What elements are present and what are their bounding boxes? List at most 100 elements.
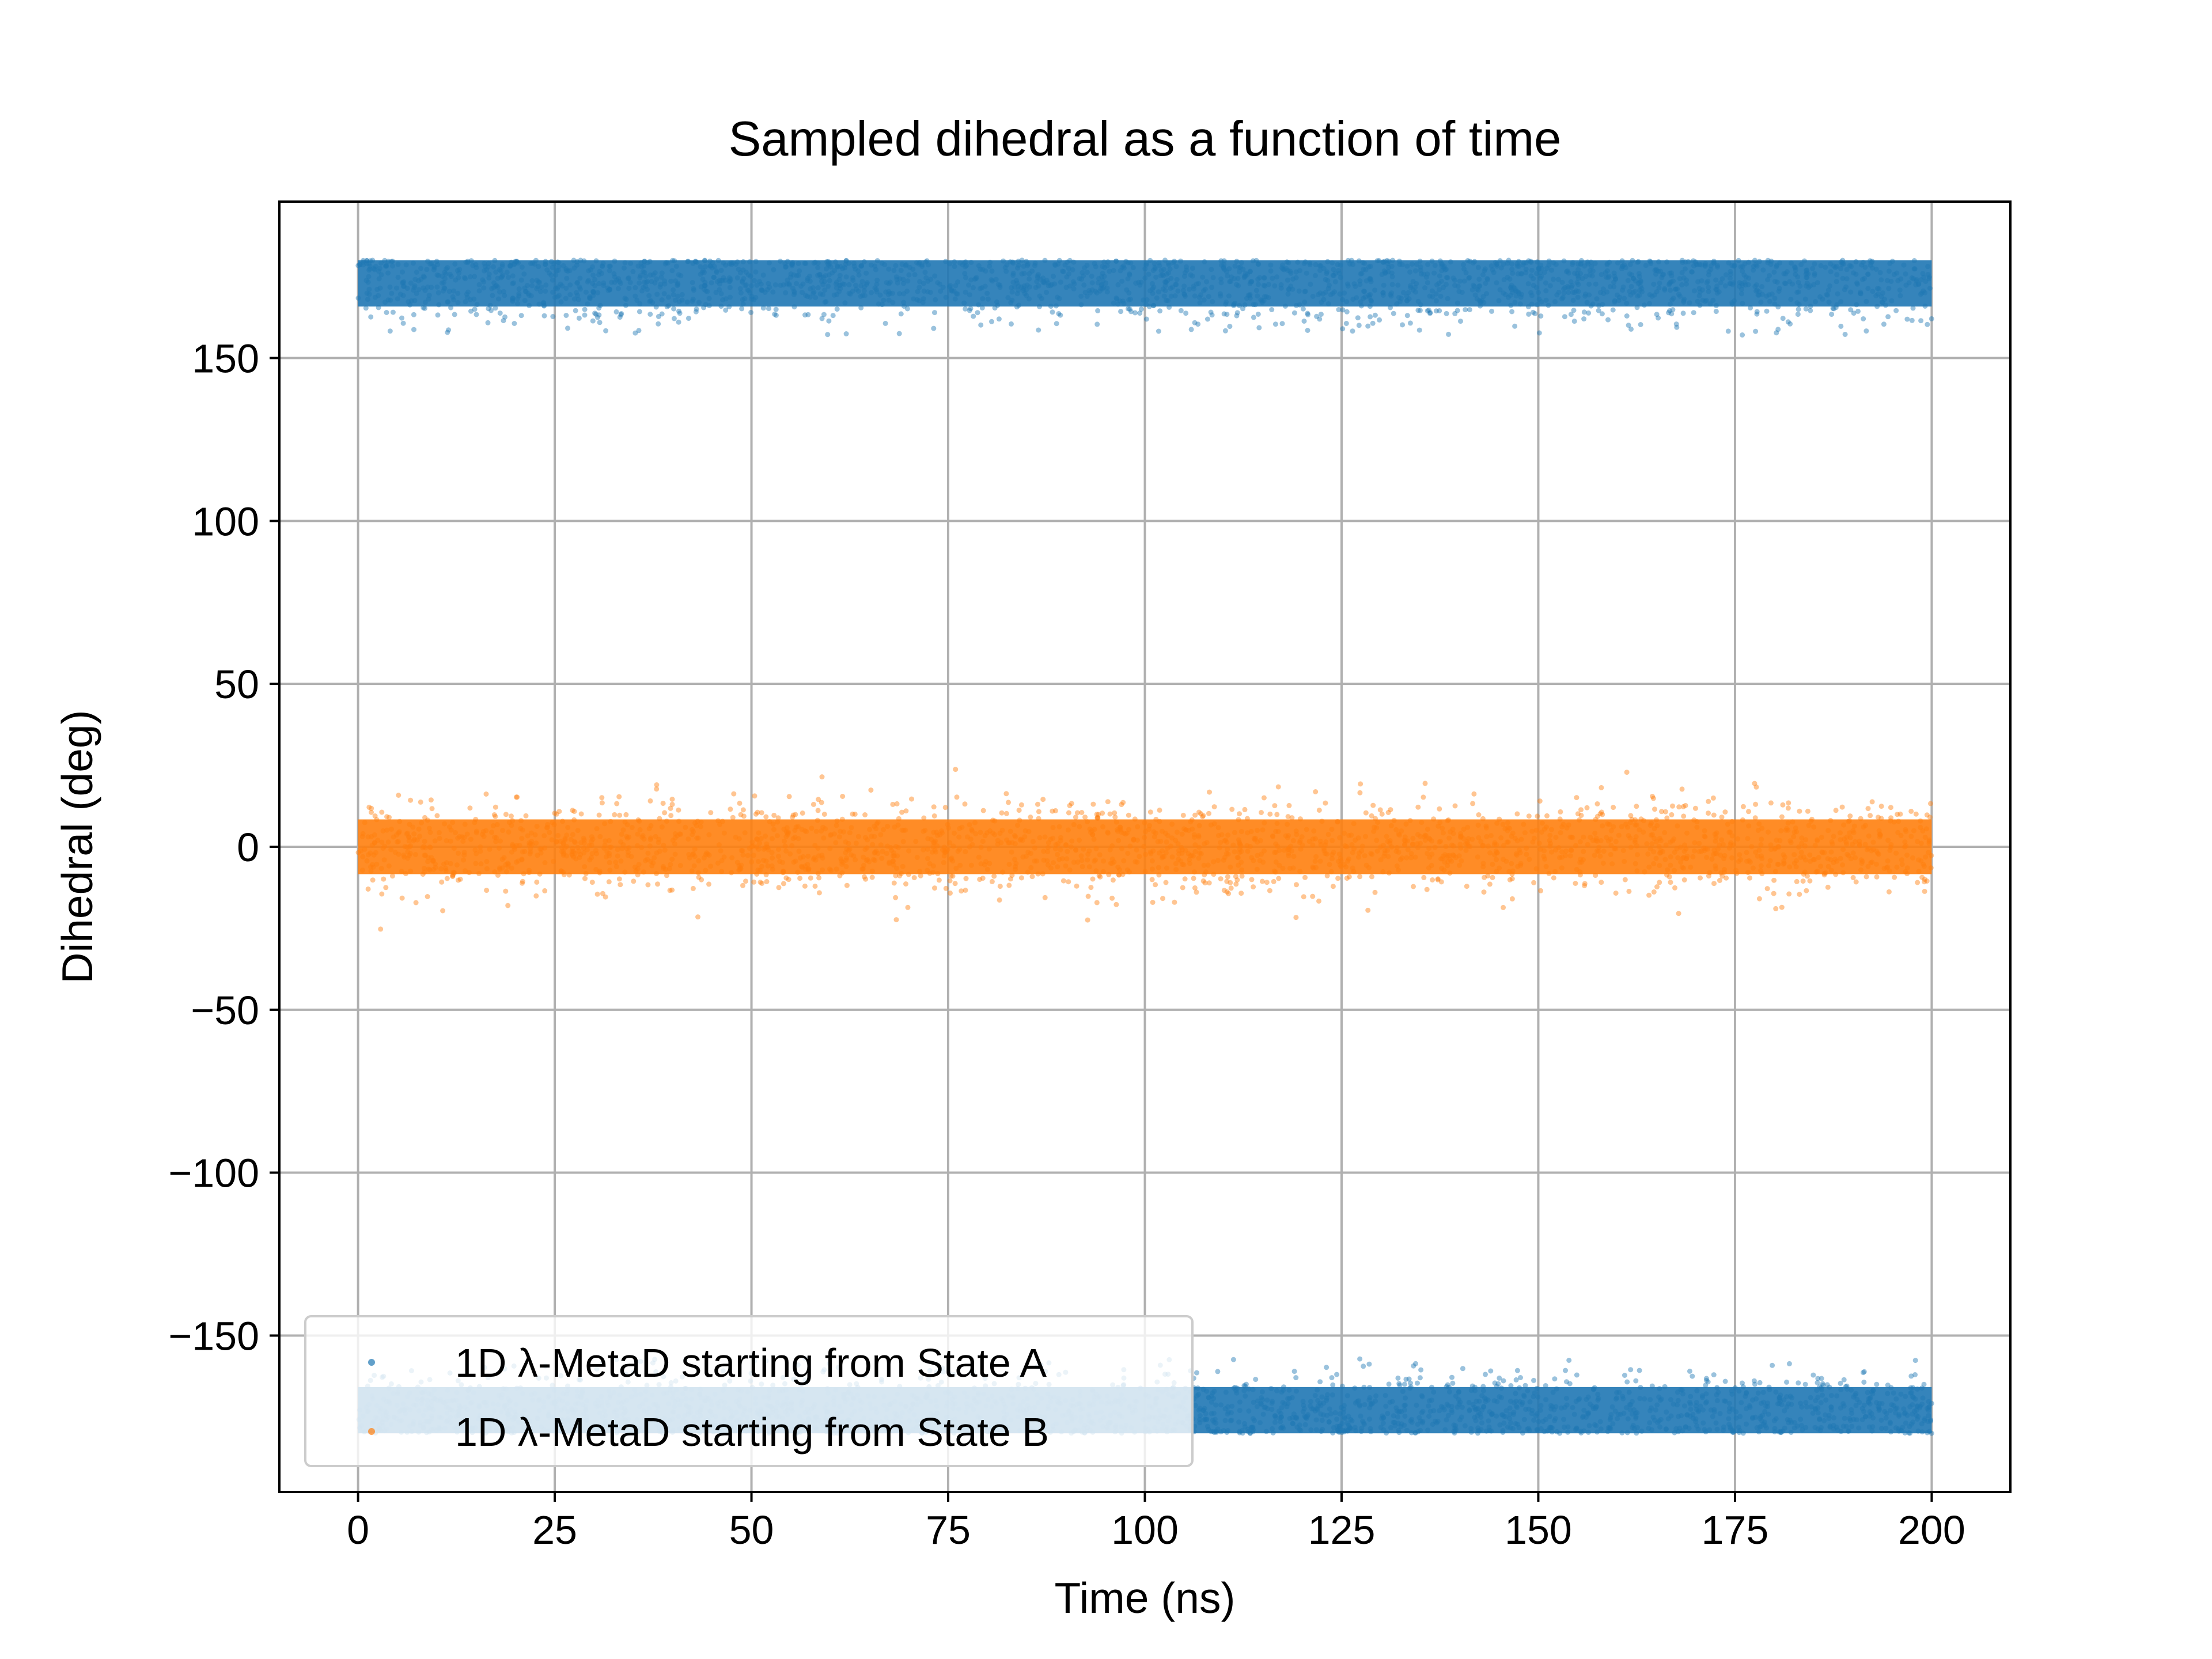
scatter-point: [1647, 1408, 1653, 1414]
scatter-point: [1534, 1427, 1540, 1433]
scatter-point: [1678, 1387, 1684, 1392]
scatter-point: [1438, 293, 1444, 299]
scatter-point: [1726, 1422, 1732, 1427]
scatter-point: [1365, 323, 1371, 329]
scatter-point: [1166, 304, 1172, 310]
scatter-point: [1366, 1397, 1372, 1403]
scatter-point: [1481, 1404, 1487, 1410]
scatter-point: [1293, 302, 1299, 308]
scatter-point: [1301, 1403, 1306, 1408]
scatter-point: [1302, 289, 1308, 294]
scatter-point: [1658, 1396, 1664, 1402]
scatter-point: [628, 260, 634, 266]
scatter-point: [1647, 259, 1653, 265]
scatter-point: [740, 301, 746, 307]
scatter-point: [1317, 316, 1323, 322]
scatter-point: [1895, 830, 1901, 835]
scatter-point: [541, 313, 547, 319]
scatter-point: [1679, 282, 1685, 287]
scatter-point: [1759, 1400, 1764, 1406]
scatter-point: [1795, 274, 1801, 280]
scatter-point: [1319, 1429, 1324, 1434]
scatter-point: [1197, 300, 1203, 305]
scatter-point: [727, 261, 733, 267]
scatter-point: [1847, 1416, 1853, 1421]
scatter-point: [400, 280, 406, 286]
scatter-point: [1767, 273, 1772, 278]
scatter-point: [1320, 291, 1326, 297]
scatter-point: [1870, 1388, 1876, 1393]
scatter-point: [1810, 1410, 1816, 1416]
scatter-point: [1880, 290, 1885, 296]
scatter-point: [1728, 1426, 1733, 1432]
scatter-point: [1350, 262, 1355, 267]
scatter-point: [534, 879, 540, 885]
scatter-point: [1331, 1425, 1336, 1430]
scatter-point: [709, 280, 714, 286]
scatter-point: [858, 294, 863, 299]
scatter-point: [1463, 847, 1469, 853]
scatter-point: [1596, 303, 1602, 309]
scatter-point: [1913, 278, 1919, 284]
scatter-point: [1667, 279, 1673, 285]
scatter-point: [1840, 1401, 1846, 1407]
scatter-point: [1898, 1427, 1904, 1433]
scatter-point: [1844, 1387, 1850, 1392]
scatter-point: [481, 285, 487, 291]
scatter-point: [425, 284, 430, 290]
scatter-point: [1694, 1400, 1699, 1406]
scatter-point: [1197, 1413, 1203, 1418]
scatter-point: [1300, 306, 1306, 312]
scatter-point: [376, 268, 381, 274]
scatter-point: [1730, 282, 1736, 287]
scatter-point: [824, 266, 829, 272]
scatter-point: [1585, 261, 1591, 267]
scatter-point: [1089, 280, 1095, 286]
scatter-point: [652, 280, 658, 286]
scatter-point: [1549, 1425, 1555, 1431]
scatter-point: [834, 279, 839, 285]
scatter-point: [1476, 283, 1482, 289]
scatter-point: [1234, 310, 1240, 316]
scatter-point: [556, 809, 562, 815]
scatter-point: [1288, 270, 1294, 276]
scatter-point: [1368, 314, 1373, 320]
scatter-point: [1024, 293, 1029, 298]
scatter-point: [1126, 290, 1132, 296]
scatter-point: [514, 296, 520, 302]
scatter-point: [1247, 291, 1253, 297]
scatter-point: [1460, 1366, 1465, 1372]
scatter-point: [1843, 284, 1849, 290]
scatter-point: [632, 330, 638, 336]
scatter-point: [1259, 1402, 1264, 1407]
scatter-point: [1094, 290, 1100, 296]
scatter-point: [1223, 1389, 1229, 1395]
scatter-point: [1037, 276, 1043, 282]
scatter-point: [1926, 276, 1932, 282]
scatter-point: [645, 286, 650, 292]
scatter-point: [1367, 304, 1373, 309]
scatter-point: [1725, 328, 1731, 334]
scatter-point: [834, 291, 840, 297]
scatter-point: [1637, 1368, 1642, 1373]
scatter-point: [1565, 1429, 1571, 1435]
scatter-point: [1711, 260, 1717, 266]
scatter-point: [1188, 327, 1194, 332]
scatter-point: [1859, 262, 1865, 268]
scatter-point: [961, 260, 967, 266]
scatter-point: [1637, 1396, 1643, 1402]
scatter-point: [1080, 270, 1085, 275]
scatter-point: [563, 296, 569, 301]
scatter-point: [1516, 263, 1522, 269]
scatter-point: [1360, 1418, 1365, 1424]
scatter-point: [1313, 1427, 1319, 1433]
scatter-point: [583, 289, 589, 295]
scatter-point: [366, 291, 372, 297]
scatter-point: [971, 285, 976, 290]
scatter-point: [1305, 1414, 1310, 1419]
scatter-point: [1307, 262, 1313, 267]
scatter-point: [699, 270, 705, 275]
scatter-point: [1538, 313, 1544, 319]
scatter-point: [1619, 266, 1624, 271]
scatter-point: [943, 885, 949, 891]
